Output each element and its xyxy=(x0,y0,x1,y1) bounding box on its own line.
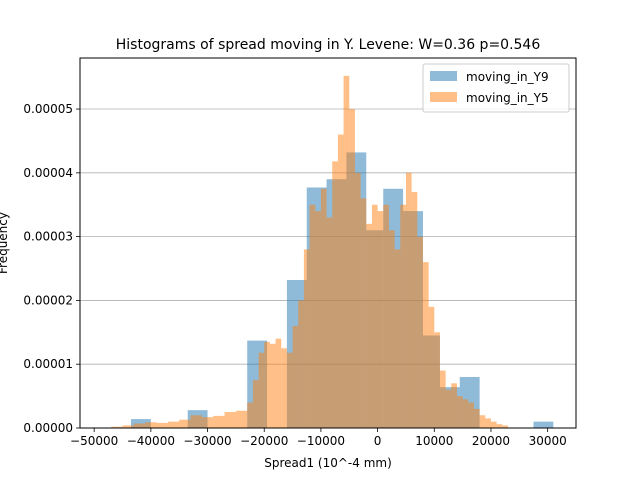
bar-moving-in-y5 xyxy=(428,306,435,428)
x-axis-label: Spread1 (10^-4 mm) xyxy=(264,456,392,470)
bar-moving-in-y5 xyxy=(122,425,134,428)
bar-moving-in-y5 xyxy=(439,370,446,428)
bar-moving-in-y5 xyxy=(502,425,508,428)
bar-moving-in-y5 xyxy=(190,415,202,428)
x-tick-label: −10000 xyxy=(297,434,345,448)
x-tick-label: 30000 xyxy=(529,434,567,448)
bar-moving-in-y5 xyxy=(309,204,316,428)
ticks-layer: −50000 −40000 −30000 −20000 −10000 0 10000 2000… xyxy=(23,102,566,448)
y-axis-label: Frequency xyxy=(0,212,10,274)
bar-moving-in-y5 xyxy=(247,402,253,428)
legend-swatch-moving-in-y9 xyxy=(430,71,457,81)
bar-moving-in-y5 xyxy=(264,341,270,428)
bar-moving-in-y5 xyxy=(213,415,225,428)
bar-moving-in-y5 xyxy=(485,418,491,428)
bar-moving-in-y5 xyxy=(479,415,486,428)
y-tick-label: 0.00005 xyxy=(23,102,73,116)
x-tick-label: −30000 xyxy=(183,434,231,448)
bar-moving-in-y5 xyxy=(445,389,452,428)
bar-moving-in-y5 xyxy=(490,421,497,428)
plot-frame xyxy=(79,57,577,429)
bar-moving-in-y5 xyxy=(298,300,304,428)
x-tick-label: 0 xyxy=(374,434,382,448)
bar-moving-in-y5 xyxy=(496,424,503,428)
bar-moving-in-y5 xyxy=(275,338,282,428)
legend: moving_in_Y9 moving_in_Y5 xyxy=(422,63,570,113)
x-tick-label: −50000 xyxy=(70,434,118,448)
bar-moving-in-y5 xyxy=(468,402,474,428)
y-tick-label: 0.00002 xyxy=(23,293,73,307)
bar-moving-in-y5 xyxy=(286,352,293,428)
bar-moving-in-y5 xyxy=(281,348,287,428)
bar-moving-in-y5 xyxy=(417,236,423,428)
bar-moving-in-y5 xyxy=(320,188,327,428)
bars-layer xyxy=(111,75,554,429)
x-tick-label: 10000 xyxy=(415,434,453,448)
x-tick-label: 20000 xyxy=(472,434,510,448)
bar-moving-in-y5 xyxy=(145,422,157,428)
bar-moving-in-y5 xyxy=(252,380,259,428)
bar-moving-in-y5 xyxy=(394,249,401,428)
bar-moving-in-y5 xyxy=(388,230,395,428)
bar-moving-in-y5 xyxy=(411,191,418,428)
bar-moving-in-y5 xyxy=(354,172,361,428)
bar-moving-in-y5 xyxy=(451,383,457,428)
y-tick-label: 0.00001 xyxy=(23,357,73,371)
bar-moving-in-y5 xyxy=(315,211,321,428)
bar-moving-in-y5 xyxy=(111,426,123,428)
bar-moving-in-y5 xyxy=(156,422,168,428)
bar-moving-in-y5 xyxy=(201,417,214,428)
bar-moving-in-y5 xyxy=(269,343,276,428)
bar-moving-in-y5 xyxy=(422,262,429,428)
bar-moving-in-y5 xyxy=(326,217,333,428)
bar-moving-in-y5 xyxy=(456,396,463,428)
bar-moving-in-y5 xyxy=(377,211,384,428)
chart-title: Histograms of spread moving in Y. Levene… xyxy=(116,37,541,53)
x-tick-label: −20000 xyxy=(240,434,288,448)
y-tick-label: 0.00003 xyxy=(23,230,73,244)
bar-moving-in-y5 xyxy=(383,204,389,428)
bar-moving-in-y5 xyxy=(462,399,469,428)
legend-label-moving-in-y9: moving_in_Y9 xyxy=(466,70,549,84)
bar-moving-in-y9 xyxy=(533,421,554,428)
y-tick-label: 0.00000 xyxy=(23,421,73,435)
legend-swatch-moving-in-y5 xyxy=(430,92,457,102)
bar-moving-in-y5 xyxy=(349,109,355,428)
bar-moving-in-y5 xyxy=(360,198,367,428)
bar-moving-in-y5 xyxy=(224,412,236,428)
x-tick-label: −40000 xyxy=(127,434,175,448)
bar-moving-in-y5 xyxy=(292,325,299,428)
bar-moving-in-y5 xyxy=(258,352,265,428)
bar-moving-in-y5 xyxy=(473,408,480,428)
legend-label-moving-in-y5: moving_in_Y5 xyxy=(466,91,549,105)
bar-moving-in-y5 xyxy=(332,161,338,428)
bar-moving-in-y5 xyxy=(337,134,344,428)
legend-box xyxy=(422,63,570,113)
bar-moving-in-y5 xyxy=(235,410,248,428)
y-tick-label: 0.00004 xyxy=(23,166,73,180)
bar-moving-in-y5 xyxy=(434,332,440,428)
bar-moving-in-y5 xyxy=(400,204,406,428)
bar-moving-in-y5 xyxy=(133,423,146,428)
bar-moving-in-y5 xyxy=(366,223,372,428)
bar-moving-in-y5 xyxy=(167,421,180,428)
bar-moving-in-y5 xyxy=(303,249,310,428)
bar-moving-in-y5 xyxy=(179,419,191,428)
bar-moving-in-y5 xyxy=(343,75,350,429)
bar-moving-in-y5 xyxy=(405,172,412,428)
bar-moving-in-y5 xyxy=(371,204,378,428)
